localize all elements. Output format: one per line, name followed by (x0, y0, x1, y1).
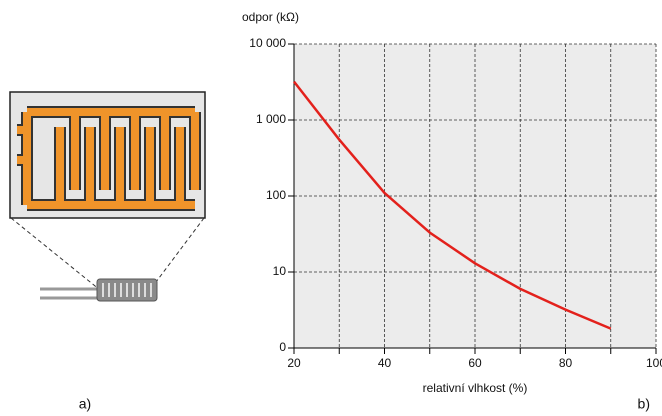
y-tick-label: 0 (279, 340, 286, 354)
sensor-diagram (10, 92, 205, 301)
y-axis-label: odpor (kΩ) (242, 10, 299, 24)
figure: a) b) odpor (kΩ) relativní vlhkost (%) 0… (0, 0, 662, 416)
x-tick-label: 80 (559, 356, 573, 370)
y-tick-label: 100 (266, 188, 286, 202)
zoom-line (11, 218, 100, 290)
x-tick-label: 40 (378, 356, 392, 370)
x-tick-label: 100 (646, 356, 662, 370)
zoom-line (156, 218, 204, 282)
panel-label: a) (79, 396, 91, 412)
x-axis-label: relativní vlhkost (%) (423, 381, 528, 395)
y-tick-label: 10 (273, 264, 287, 278)
y-tick-label: 10 000 (249, 36, 286, 50)
x-tick-label: 60 (468, 356, 482, 370)
y-tick-label: 1 000 (256, 112, 286, 126)
panel-label: b) (638, 396, 650, 412)
x-tick-label: 20 (287, 356, 301, 370)
